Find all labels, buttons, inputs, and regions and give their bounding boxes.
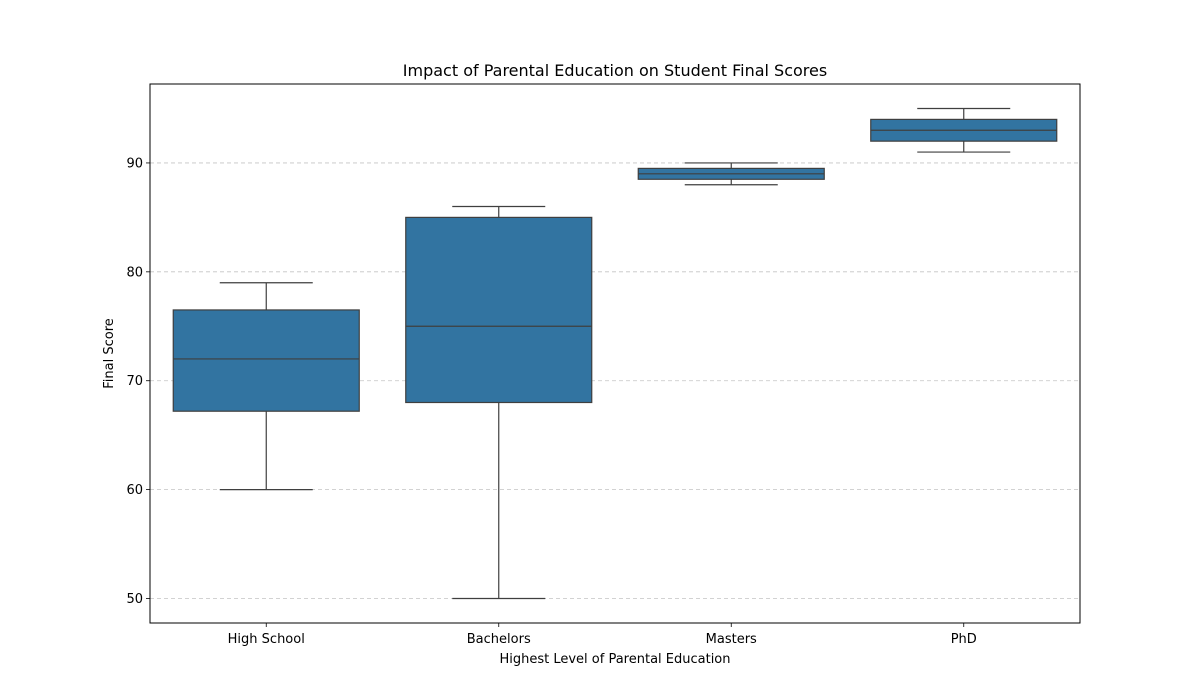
x-tick-label-high-school: High School bbox=[228, 632, 305, 647]
iqr-box-bachelors bbox=[405, 216, 593, 404]
y-tick-label-80: 80 bbox=[126, 265, 143, 280]
y-axis-ticks: 50 60 70 80 90 bbox=[126, 156, 150, 607]
x-axis-label: Highest Level of Parental Education bbox=[499, 652, 730, 667]
x-tick-label-phd: PhD bbox=[951, 632, 977, 647]
box-group-phd bbox=[870, 107, 1058, 153]
iqr-box-high-school bbox=[172, 309, 360, 412]
box-group-masters bbox=[637, 162, 825, 186]
y-axis-label: Final Score bbox=[102, 318, 117, 389]
chart-title: Impact of Parental Education on Student … bbox=[403, 61, 827, 80]
box-group-high-school bbox=[172, 282, 360, 491]
plot-area-frame bbox=[149, 83, 1081, 624]
y-tick-label-50: 50 bbox=[126, 592, 143, 607]
box-group-bachelors bbox=[405, 205, 593, 600]
x-tick-label-bachelors: Bachelors bbox=[467, 632, 531, 647]
y-tick-label-90: 90 bbox=[126, 156, 143, 171]
x-tick-label-masters: Masters bbox=[706, 632, 757, 647]
y-tick-label-70: 70 bbox=[126, 374, 143, 389]
y-tick-label-60: 60 bbox=[126, 483, 143, 498]
x-axis-ticks: High School Bachelors Masters PhD bbox=[228, 623, 977, 647]
boxes bbox=[172, 107, 1058, 600]
